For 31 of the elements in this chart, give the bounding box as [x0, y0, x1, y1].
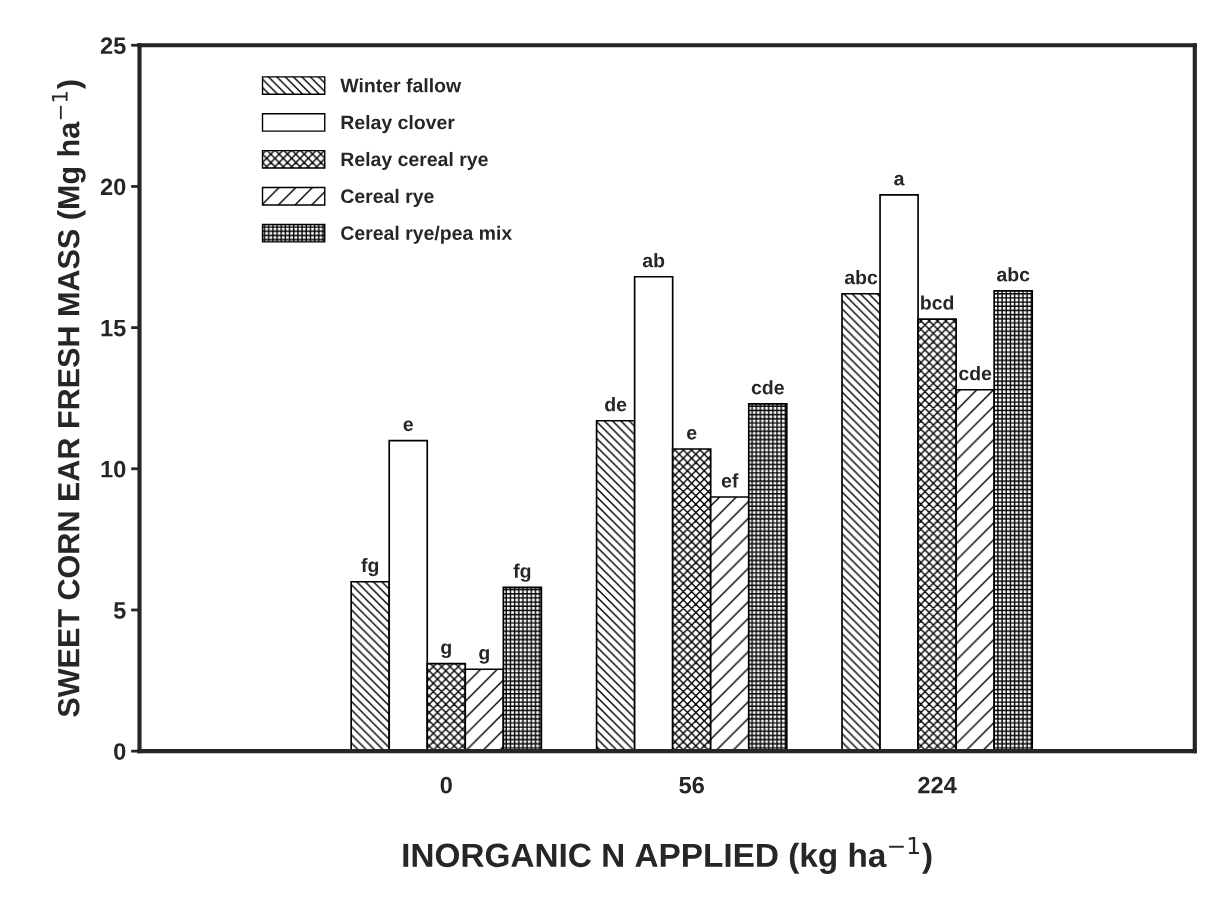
- legend-label: Relay clover: [341, 115, 455, 134]
- y-tick-label: 20: [100, 178, 126, 196]
- legend-label: Relay cereal rye: [341, 151, 488, 171]
- y-tick-label: 0: [114, 743, 126, 760]
- data-label: fg: [513, 563, 531, 582]
- data-label: cde: [751, 380, 784, 395]
- data-label: abc: [844, 270, 878, 285]
- legend-label: Cereal rye: [341, 188, 434, 207]
- data-label: abc: [997, 267, 1030, 282]
- x-tick-label: 56: [679, 776, 704, 794]
- legend-label: Winter fallow: [340, 78, 462, 93]
- y-tick-label: 15: [101, 319, 126, 337]
- data-label: a: [894, 174, 905, 186]
- x-axis-title: INORGANIC N APPLIED (kg ha$^{−1}$): [403, 837, 932, 874]
- y-tick-label: 5: [113, 602, 126, 619]
- data-label: de: [605, 397, 627, 412]
- legend-label: Cereal rye/pea mix: [341, 225, 513, 244]
- data-label: cde: [959, 366, 992, 381]
- x-tick-label: 0: [440, 776, 452, 794]
- data-label: ef: [721, 473, 739, 488]
- y-tick-label: 10: [101, 460, 126, 478]
- data-label: e: [687, 428, 697, 440]
- y-axis-title: SWEET CORN EAR FRESH MASS (Mg ha$^{−1}$): [51, 80, 86, 717]
- data-label: g: [441, 643, 451, 659]
- data-label: ab: [642, 253, 665, 268]
- data-label: bcd: [921, 295, 954, 310]
- y-tick-label: 25: [100, 37, 126, 55]
- data-label: fg: [361, 557, 379, 577]
- x-tick-label: 224: [918, 776, 957, 794]
- data-label: g: [479, 649, 489, 664]
- data-label: e: [403, 420, 413, 432]
